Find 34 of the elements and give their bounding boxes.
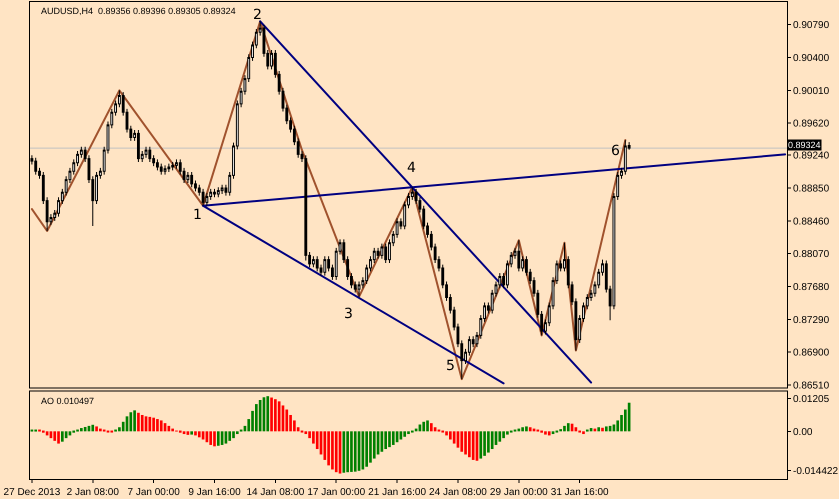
y-tick-label: 0.87680 xyxy=(793,282,830,294)
annotation: 4 xyxy=(407,160,416,176)
x-tick-label: 9 Jan 16:00 xyxy=(188,487,242,498)
annotation: 3 xyxy=(344,306,353,322)
annotation: 2 xyxy=(253,7,262,23)
y-tick-label: 0.88460 xyxy=(793,216,830,228)
x-tick-label: 17 Jan 00:00 xyxy=(307,487,366,498)
y-tick-label: 0.86900 xyxy=(793,348,830,359)
y-tick-label: 0.00 xyxy=(793,426,813,438)
x-tick-label: 24 Jan 08:00 xyxy=(429,487,488,498)
x-tick-label: 29 Jan 00:00 xyxy=(490,487,548,498)
annotation: 1 xyxy=(193,207,202,223)
x-tick-label: 31 Jan 16:00 xyxy=(550,487,610,498)
y-tick-label: 0.86510 xyxy=(793,380,830,392)
y-tick-label: -0.014422 xyxy=(793,466,838,478)
x-tick-label: 2 Jan 08:00 xyxy=(66,487,120,498)
annotation: 5 xyxy=(446,358,455,374)
y-tick-label: 0.87290 xyxy=(793,314,830,326)
x-tick-label: 7 Jan 00:00 xyxy=(127,487,180,498)
y-tick-label: 0.01205 xyxy=(793,394,830,405)
x-tick-label: 14 Jan 08:00 xyxy=(246,487,305,498)
y-tick-label: 0.89620 xyxy=(793,118,830,130)
annotation: 6 xyxy=(611,143,620,159)
y-tick-label: 0.90400 xyxy=(793,53,830,64)
y-tick-label: 0.90010 xyxy=(793,86,830,97)
ref-line-label: 0.89324 xyxy=(788,140,821,150)
y-tick-label: 0.89240 xyxy=(793,150,830,162)
x-tick-label: 27 Dec 2013 xyxy=(4,487,61,498)
chart-title: AUDUSD,H4 0.89356 0.89396 0.89305 0.89324 xyxy=(41,6,236,16)
y-tick-label: 0.90790 xyxy=(793,20,830,32)
text: AO 0.010497 xyxy=(41,396,94,406)
y-tick-label: 0.88850 xyxy=(793,184,830,195)
y-tick-label: 0.88070 xyxy=(793,249,830,260)
x-tick-label: 21 Jan 16:00 xyxy=(368,487,426,498)
